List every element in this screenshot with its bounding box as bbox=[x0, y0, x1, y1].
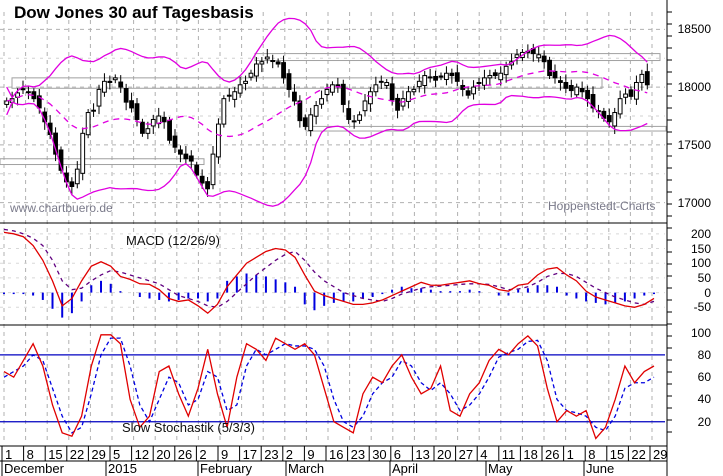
x-day-label: 15 bbox=[609, 447, 625, 462]
stoch-tick: 20 bbox=[697, 414, 711, 429]
x-day-label: 1 bbox=[566, 447, 574, 462]
x-day-label: 26 bbox=[545, 447, 560, 462]
stochastic-panel bbox=[0, 334, 665, 440]
x-day-label: 22 bbox=[631, 447, 646, 462]
macd-tick: 0 bbox=[704, 285, 711, 300]
x-month-label: May bbox=[488, 461, 513, 476]
x-month-label: February bbox=[200, 461, 253, 476]
x-day-label: 1 bbox=[5, 447, 13, 462]
x-month-label: 2015 bbox=[108, 461, 137, 476]
x-day-label: 12 bbox=[134, 447, 150, 462]
macd-tick: -50 bbox=[693, 300, 711, 315]
x-day-label: 26 bbox=[177, 447, 193, 462]
grid-lines bbox=[0, 12, 665, 444]
macd-tick: 150 bbox=[690, 241, 711, 256]
x-day-label: 23 bbox=[264, 447, 279, 462]
x-day-label: 5 bbox=[113, 447, 121, 462]
x-day-label: 6 bbox=[393, 447, 402, 462]
stoch-tick: 60 bbox=[697, 370, 711, 385]
macd-label: MACD (12/26/9) bbox=[126, 233, 220, 248]
x-day-label: 8 bbox=[26, 447, 34, 462]
watermark-hoppenstedt: Hoppenstedt-Charts bbox=[548, 199, 656, 213]
candlestick-series bbox=[4, 43, 650, 197]
price-tick: 17000 bbox=[677, 195, 711, 210]
x-day-label: 17 bbox=[242, 447, 258, 462]
x-day-label: 23 bbox=[350, 447, 366, 462]
x-month-label: April bbox=[392, 461, 419, 476]
x-day-label: 9 bbox=[221, 447, 229, 462]
stochastic-label: Slow Stochastik (5/3/3) bbox=[122, 420, 255, 435]
x-day-label: 13 bbox=[415, 447, 430, 462]
x-day-label: 8 bbox=[588, 447, 596, 462]
stoch-tick: 100 bbox=[690, 325, 711, 340]
x-day-label: 29 bbox=[653, 447, 668, 462]
price-tick: 17500 bbox=[677, 137, 711, 152]
x-day-label: 2 bbox=[285, 447, 294, 462]
x-day-label: 4 bbox=[480, 447, 488, 462]
x-day-label: 11 bbox=[501, 447, 516, 462]
x-month-label: December bbox=[4, 461, 64, 476]
bollinger-bands bbox=[6, 17, 648, 207]
x-month-label: June bbox=[586, 461, 615, 476]
macd-tick: 200 bbox=[690, 226, 711, 241]
macd-tick: 100 bbox=[690, 256, 711, 271]
x-day-label: 20 bbox=[156, 447, 171, 462]
x-day-label: 29 bbox=[91, 447, 106, 462]
stoch-tick: 40 bbox=[697, 392, 711, 407]
stoch-tick: 80 bbox=[697, 347, 711, 362]
macd-panel bbox=[3, 228, 655, 318]
x-day-label: 16 bbox=[329, 447, 344, 462]
price-tick: 18000 bbox=[677, 80, 711, 95]
x-day-label: 9 bbox=[307, 447, 315, 462]
x-day-label: 18 bbox=[523, 447, 538, 462]
macd-tick: 50 bbox=[697, 270, 711, 285]
axes bbox=[0, 0, 672, 476]
x-day-label: 30 bbox=[372, 447, 387, 462]
price-tick: 18500 bbox=[677, 22, 711, 37]
support-resistance-boxes bbox=[0, 53, 667, 166]
x-day-label: 2 bbox=[199, 447, 207, 462]
x-month-label: March bbox=[288, 461, 325, 476]
chart-title: Dow Jones 30 auf Tagesbasis bbox=[14, 3, 254, 22]
x-day-label: 20 bbox=[437, 447, 452, 462]
x-day-label: 15 bbox=[48, 447, 63, 462]
x-day-label: 27 bbox=[458, 447, 474, 462]
x-day-label: 22 bbox=[69, 447, 85, 462]
watermark-chartbuero: www.chartbuero.de bbox=[10, 201, 113, 215]
